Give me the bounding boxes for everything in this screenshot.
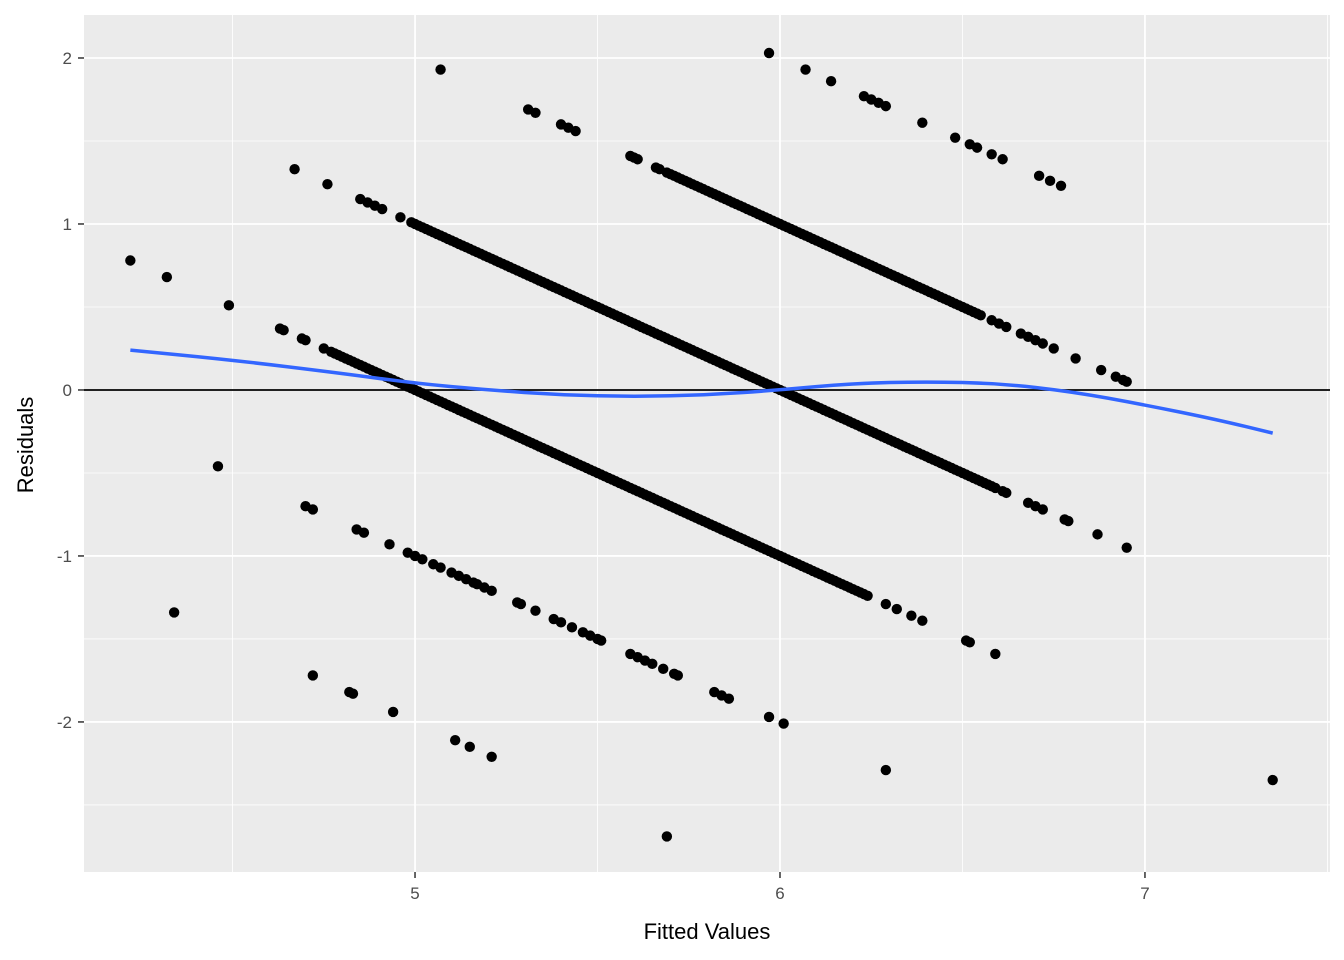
data-point: [1037, 338, 1048, 349]
data-point: [986, 149, 997, 160]
y-tick-label: 0: [63, 381, 72, 400]
data-point: [778, 718, 789, 729]
data-point: [975, 310, 986, 321]
data-point: [322, 178, 333, 190]
data-point: [300, 334, 311, 346]
data-point: [1048, 343, 1059, 354]
data-point: [891, 603, 902, 615]
data-point: [723, 693, 735, 704]
x-tick-label: 6: [775, 884, 784, 903]
data-point: [435, 64, 446, 75]
data-point: [880, 598, 892, 610]
y-tick-label: -2: [57, 713, 72, 732]
data-point: [595, 635, 607, 646]
data-point: [125, 255, 136, 266]
residual-points: [125, 47, 1278, 842]
data-point: [566, 622, 578, 633]
data-point: [278, 325, 289, 336]
data-point: [486, 751, 497, 763]
data-point: [971, 142, 983, 153]
data-point: [449, 735, 461, 746]
data-point: [1044, 175, 1056, 187]
x-tick-label: 7: [1140, 884, 1149, 903]
data-point: [530, 605, 541, 616]
data-point: [223, 300, 235, 311]
data-point: [384, 539, 395, 550]
data-point: [464, 741, 475, 753]
data-point: [387, 706, 399, 718]
data-point: [515, 598, 527, 610]
data-point: [763, 711, 775, 723]
data-point: [1121, 542, 1132, 553]
x-tick-label: 5: [410, 884, 419, 903]
data-point: [880, 764, 892, 776]
data-point: [161, 271, 173, 283]
data-point: [672, 670, 684, 681]
data-point: [647, 658, 658, 670]
data-point: [358, 527, 370, 538]
data-point: [1070, 353, 1081, 364]
data-point: [990, 648, 1001, 660]
data-point: [212, 461, 224, 472]
data-point: [1267, 774, 1278, 786]
data-point: [658, 663, 669, 675]
data-point: [1121, 376, 1132, 387]
data-point: [1037, 504, 1048, 515]
data-point: [417, 554, 428, 565]
panel-background: [84, 15, 1330, 872]
y-tick-label: 2: [63, 49, 72, 68]
data-point: [376, 203, 388, 215]
data-point: [880, 100, 892, 112]
data-point: [1001, 487, 1012, 499]
y-tick-label: -1: [57, 547, 72, 566]
data-point: [906, 610, 917, 621]
loess-smooth-line: [130, 348, 1274, 435]
data-point: [435, 562, 446, 573]
data-point: [632, 154, 643, 165]
data-point: [1063, 515, 1074, 527]
data-point: [307, 670, 319, 681]
data-point: [800, 64, 811, 75]
data-point: [395, 212, 406, 223]
x-axis-title: Fitted Values: [644, 919, 771, 944]
y-tick-label: 1: [63, 215, 72, 234]
data-point: [917, 615, 928, 626]
data-point: [1092, 529, 1103, 540]
data-point: [862, 590, 873, 601]
data-point: [917, 117, 928, 128]
data-point: [949, 132, 961, 143]
data-point: [570, 125, 581, 137]
data-point: [1001, 321, 1012, 333]
axis-ticks: 5 6 7 -2 -1 0 1 2: [57, 49, 1150, 903]
data-point: [763, 47, 775, 59]
data-point: [168, 607, 180, 618]
data-point: [1055, 180, 1067, 192]
data-point: [307, 504, 319, 515]
data-point: [347, 688, 359, 699]
data-point: [555, 617, 567, 628]
data-point: [1033, 170, 1045, 182]
data-point: [486, 585, 497, 597]
data-point: [990, 482, 1001, 494]
data-point: [289, 164, 300, 175]
data-point: [825, 76, 837, 87]
data-point: [964, 637, 975, 648]
data-point: [530, 107, 541, 118]
data-point: [997, 154, 1008, 165]
data-point: [1095, 364, 1107, 376]
y-axis-title: Residuals: [13, 397, 38, 494]
data-point: [661, 831, 673, 842]
